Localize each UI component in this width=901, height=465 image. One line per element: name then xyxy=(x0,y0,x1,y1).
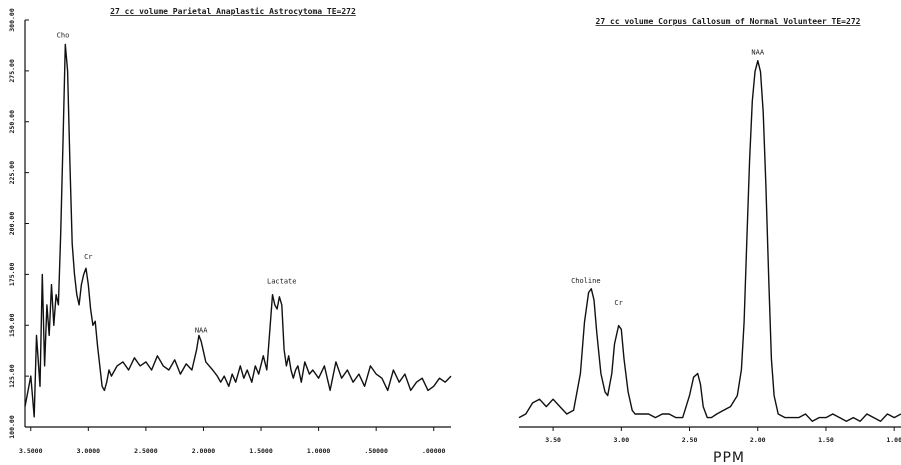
chart-left-spectrum-line xyxy=(24,43,452,418)
chart-left-x-tick-label: 3.5000 xyxy=(19,447,43,455)
chart-left-y-tick-label: 125.00 xyxy=(8,364,16,388)
chart-left-peak-label: Lactate xyxy=(267,278,297,286)
chart-left-x-tick-label: 2.5000 xyxy=(134,447,158,455)
chart-right-x-tick-label: 1.50 xyxy=(818,436,834,444)
chart-right-x-tick-label: 3.50 xyxy=(545,436,561,444)
chart-left-y-tick-label: 225.00 xyxy=(8,161,16,185)
chart-right-peak-label: NAA xyxy=(751,49,764,57)
chart-left-x-tick-label: .00000 xyxy=(422,447,446,455)
chart-left-peak-label: NAA xyxy=(195,326,208,334)
chart-right-title: 27 cc volume Corpus Callosum of Normal V… xyxy=(596,17,861,26)
chart-left-x-tick-label: 1.0000 xyxy=(307,447,331,455)
chart-left-peak-labels: Cho Cr NAA Lactate xyxy=(57,31,297,334)
chart-left-y-tick-label: 200.00 xyxy=(8,212,16,236)
chart-left-y-tick-label: 100.00 xyxy=(8,415,16,439)
chart-right-normal: 27 cc volume Corpus Callosum of Normal V… xyxy=(518,17,901,465)
chart-right-x-tick-label: 3.00 xyxy=(613,436,629,444)
chart-right-x-tick-label: 2.00 xyxy=(750,436,766,444)
chart-left-peak-label: Cr xyxy=(84,253,92,261)
chart-left-y-tick-label: 275.00 xyxy=(8,59,16,83)
chart-right-x-tick-label: 1.00 xyxy=(886,436,901,444)
chart-left-y-tick-label: 250.00 xyxy=(8,110,16,134)
chart-left-x-tick-label: 3.0000 xyxy=(77,447,101,455)
chart-right-xlabel: PPM xyxy=(713,450,745,465)
chart-left-title: 27 cc volume Parietal Anaplastic Astrocy… xyxy=(110,6,356,16)
chart-left-peak-label: Cho xyxy=(57,31,70,39)
chart-left-y-tick-label: 175.00 xyxy=(8,263,16,287)
chart-right-ticks: 3.50 3.00 2.50 2.00 1.50 1.00 xyxy=(545,427,901,444)
chart-left-ticks: 100.00 125.00 150.00 175.00 200.00 225.00 250.… xyxy=(8,8,446,455)
chart-right-spectrum-line xyxy=(518,60,901,422)
chart-right-x-tick-label: 2.50 xyxy=(682,436,698,444)
chart-left-astrocytoma: 27 cc volume Parietal Anaplastic Astrocy… xyxy=(8,6,452,455)
chart-right-peak-labels: Choline Cr NAA xyxy=(571,49,765,307)
chart-left-x-tick-label: .50000 xyxy=(364,447,388,455)
chart-left-x-tick-label: 2.0000 xyxy=(192,447,216,455)
chart-right-peak-label: Cr xyxy=(614,299,622,307)
chart-left-x-tick-label: 1.5000 xyxy=(249,447,273,455)
chart-left-y-tick-label: 300.00 xyxy=(8,8,16,32)
chart-right-peak-label: Choline xyxy=(571,277,601,285)
chart-left-y-tick-label: 150.00 xyxy=(8,313,16,337)
chart-left-axes xyxy=(24,20,451,428)
